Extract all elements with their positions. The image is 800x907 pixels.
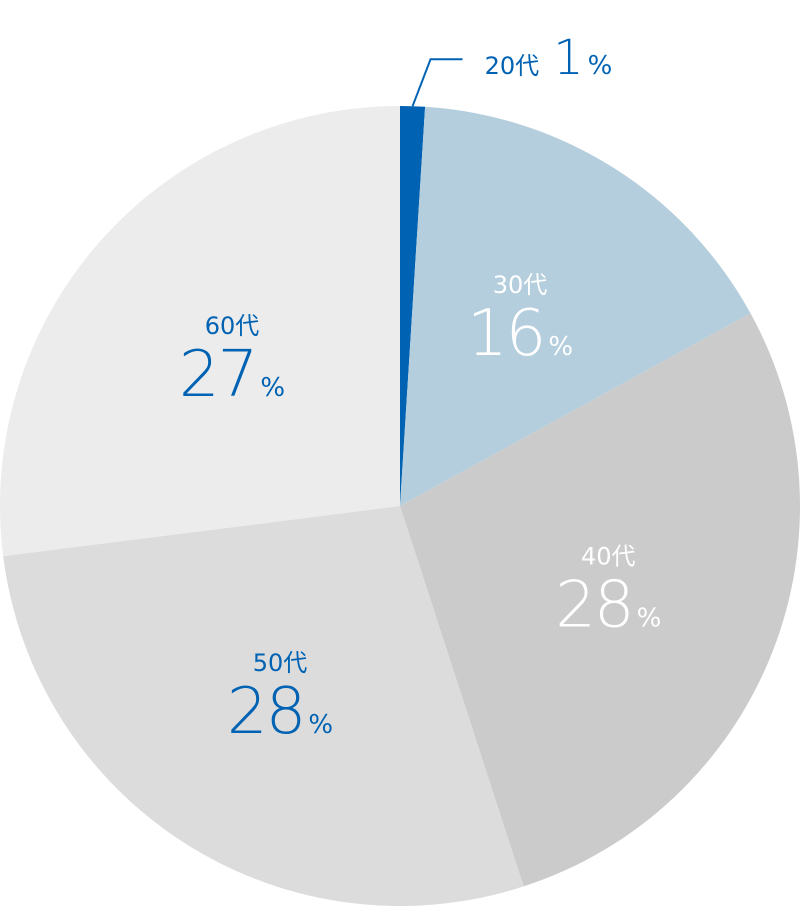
slice-value-number: 28 bbox=[555, 568, 632, 642]
pie-slice bbox=[400, 313, 800, 887]
slice-value-unit: % bbox=[260, 373, 285, 403]
slice-label-name: 60代 bbox=[205, 312, 260, 340]
slice-label-value: 28% bbox=[227, 675, 333, 749]
pie-slice bbox=[400, 106, 426, 506]
pie-slice bbox=[400, 106, 751, 506]
slice-label-value: 16% bbox=[467, 297, 573, 371]
slice-value-unit: % bbox=[548, 332, 573, 362]
slice-label-value: 28% bbox=[555, 568, 661, 642]
slice-value-unit: % bbox=[308, 710, 333, 740]
pie-slice bbox=[0, 106, 400, 557]
slice-label-name: 40代 bbox=[581, 542, 636, 570]
slice-label-value: 27% bbox=[179, 338, 285, 412]
slice-value-number: 28 bbox=[227, 675, 304, 749]
slice-label-name: 20代 bbox=[485, 52, 540, 80]
slice-label-name: 30代 bbox=[493, 271, 548, 299]
slice-value-unit: % bbox=[637, 603, 662, 633]
leader-line bbox=[411, 58, 463, 107]
slice-value-unit: % bbox=[588, 51, 613, 81]
slice-label-outside: 20代 1% bbox=[485, 30, 613, 86]
slice-value-number: 1 bbox=[553, 30, 584, 86]
slice-label-name: 50代 bbox=[253, 649, 308, 677]
slice-value-number: 16 bbox=[467, 297, 544, 371]
pie-slice bbox=[3, 506, 524, 907]
slice-value-number: 27 bbox=[179, 338, 256, 412]
